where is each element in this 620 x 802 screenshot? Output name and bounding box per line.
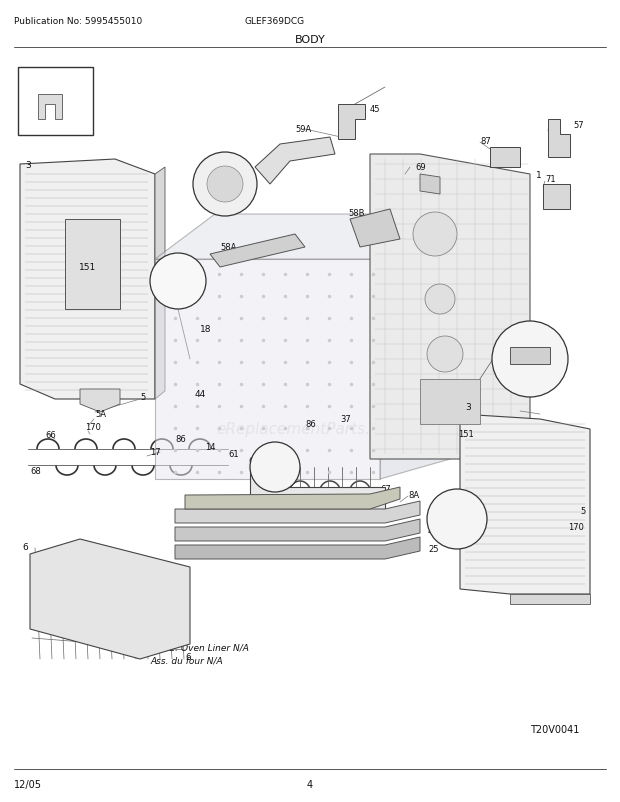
Text: 3: 3 (25, 160, 31, 169)
Polygon shape (380, 215, 450, 480)
Text: 58B: 58B (348, 209, 365, 217)
Text: NOTE: Oven Liner N/A: NOTE: Oven Liner N/A (150, 642, 249, 652)
Text: 86: 86 (305, 420, 316, 429)
Polygon shape (80, 390, 120, 412)
Polygon shape (175, 520, 420, 541)
Text: 42: 42 (428, 527, 438, 536)
Circle shape (427, 337, 463, 373)
Text: 12/05: 12/05 (14, 779, 42, 789)
Polygon shape (543, 184, 570, 210)
Circle shape (427, 489, 487, 549)
Polygon shape (175, 501, 420, 524)
Polygon shape (155, 260, 380, 480)
Text: 67: 67 (380, 485, 391, 494)
Text: 69: 69 (415, 164, 425, 172)
Circle shape (207, 167, 243, 203)
Circle shape (250, 443, 300, 492)
Text: 1: 1 (536, 170, 542, 180)
Text: Ass. du four N/A: Ass. du four N/A (150, 656, 223, 665)
Polygon shape (175, 537, 420, 559)
Text: 151: 151 (79, 263, 97, 272)
Text: 5: 5 (580, 507, 585, 516)
Circle shape (150, 253, 206, 310)
Text: 6B: 6B (248, 457, 259, 466)
Text: T20V0041: T20V0041 (530, 724, 579, 734)
Text: 63: 63 (518, 365, 529, 374)
Text: 5A: 5A (451, 515, 463, 524)
Circle shape (413, 213, 457, 257)
Bar (18, 68, 93, 136)
Polygon shape (370, 155, 530, 460)
Circle shape (193, 153, 257, 217)
Polygon shape (510, 347, 550, 365)
Text: 25: 25 (428, 545, 438, 554)
Text: 12: 12 (172, 277, 184, 286)
Text: 151: 151 (458, 430, 474, 439)
Text: 18: 18 (200, 325, 211, 334)
Polygon shape (65, 220, 120, 310)
Polygon shape (155, 215, 450, 260)
Text: 45: 45 (370, 105, 381, 115)
Text: 68: 68 (30, 467, 41, 476)
Text: 62: 62 (510, 340, 521, 349)
Polygon shape (460, 415, 590, 594)
Text: BODY: BODY (294, 35, 326, 45)
Polygon shape (30, 539, 190, 659)
Polygon shape (490, 148, 520, 168)
Text: GLEF369DCG: GLEF369DCG (245, 18, 305, 26)
Text: 61: 61 (228, 450, 239, 459)
Polygon shape (20, 160, 155, 399)
Polygon shape (510, 594, 590, 604)
Circle shape (425, 285, 455, 314)
Text: 44: 44 (195, 390, 206, 399)
Circle shape (492, 322, 568, 398)
Text: 170: 170 (568, 522, 584, 531)
Text: 86: 86 (175, 435, 186, 444)
Polygon shape (338, 105, 365, 140)
Bar (420, 379, 480, 424)
Polygon shape (350, 210, 400, 248)
Polygon shape (185, 488, 400, 509)
Text: 58: 58 (428, 508, 438, 518)
Text: 3: 3 (465, 403, 471, 412)
Text: 66: 66 (45, 431, 56, 440)
Polygon shape (155, 168, 165, 399)
Text: 170: 170 (85, 423, 101, 432)
Text: 17: 17 (150, 448, 161, 457)
Text: 8A: 8A (408, 491, 419, 500)
Text: 71: 71 (545, 176, 556, 184)
Text: Publication No: 5995455010: Publication No: 5995455010 (14, 18, 142, 26)
Text: eReplacementParts.com: eReplacementParts.com (216, 422, 404, 437)
Text: 21: 21 (51, 74, 63, 83)
Text: 5A: 5A (95, 410, 106, 419)
Text: 59B: 59B (217, 180, 233, 189)
Text: 5: 5 (140, 393, 145, 402)
Text: 4: 4 (307, 779, 313, 789)
Text: 14: 14 (205, 443, 216, 452)
Text: 59A: 59A (295, 125, 311, 134)
Text: 20: 20 (270, 463, 280, 472)
Text: 88: 88 (370, 225, 381, 234)
Text: 87: 87 (480, 137, 491, 146)
Polygon shape (250, 468, 385, 509)
Polygon shape (210, 235, 305, 268)
Text: 6: 6 (22, 543, 28, 552)
Polygon shape (255, 138, 335, 184)
Text: 58A: 58A (220, 243, 236, 252)
Polygon shape (38, 95, 62, 119)
Polygon shape (420, 175, 440, 195)
Text: 57: 57 (573, 120, 583, 129)
Polygon shape (548, 119, 570, 158)
Text: 6: 6 (185, 653, 191, 662)
Text: 37: 37 (340, 415, 351, 424)
